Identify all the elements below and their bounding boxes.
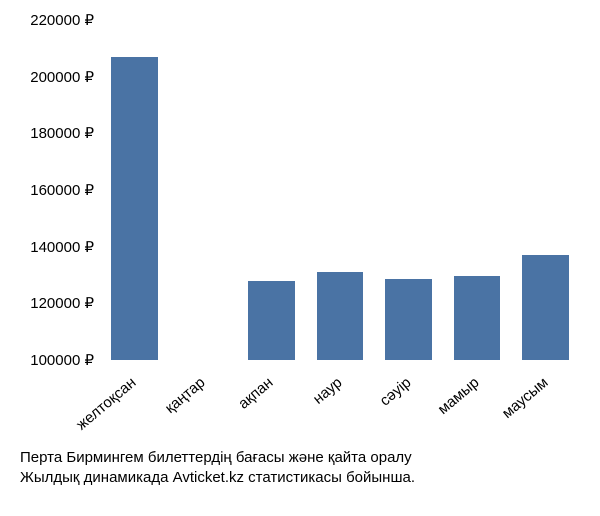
y-tick-label: 220000 ₽	[4, 11, 94, 29]
bar	[248, 281, 295, 360]
bars-container	[100, 20, 580, 360]
price-bar-chart: 100000 ₽ 120000 ₽ 140000 ₽ 160000 ₽ 180000 ₽…	[0, 0, 600, 500]
bar	[111, 57, 158, 360]
bar	[454, 276, 501, 360]
caption: Перта Бирмингем билеттердің бағасы және …	[20, 448, 580, 489]
caption-line-2: Жылдық динамикада Avticket.kz статистика…	[20, 468, 580, 488]
y-tick-label: 140000 ₽	[4, 238, 94, 256]
bar	[522, 255, 569, 360]
y-tick-label: 100000 ₽	[4, 351, 94, 369]
plot-area	[100, 20, 580, 360]
caption-line-1: Перта Бирмингем билеттердің бағасы және …	[20, 448, 580, 468]
y-tick-label: 180000 ₽	[4, 124, 94, 142]
y-tick-label: 120000 ₽	[4, 294, 94, 312]
y-tick-label: 200000 ₽	[4, 68, 94, 86]
y-tick-label: 160000 ₽	[4, 181, 94, 199]
bar	[317, 272, 364, 360]
bar	[385, 279, 432, 360]
